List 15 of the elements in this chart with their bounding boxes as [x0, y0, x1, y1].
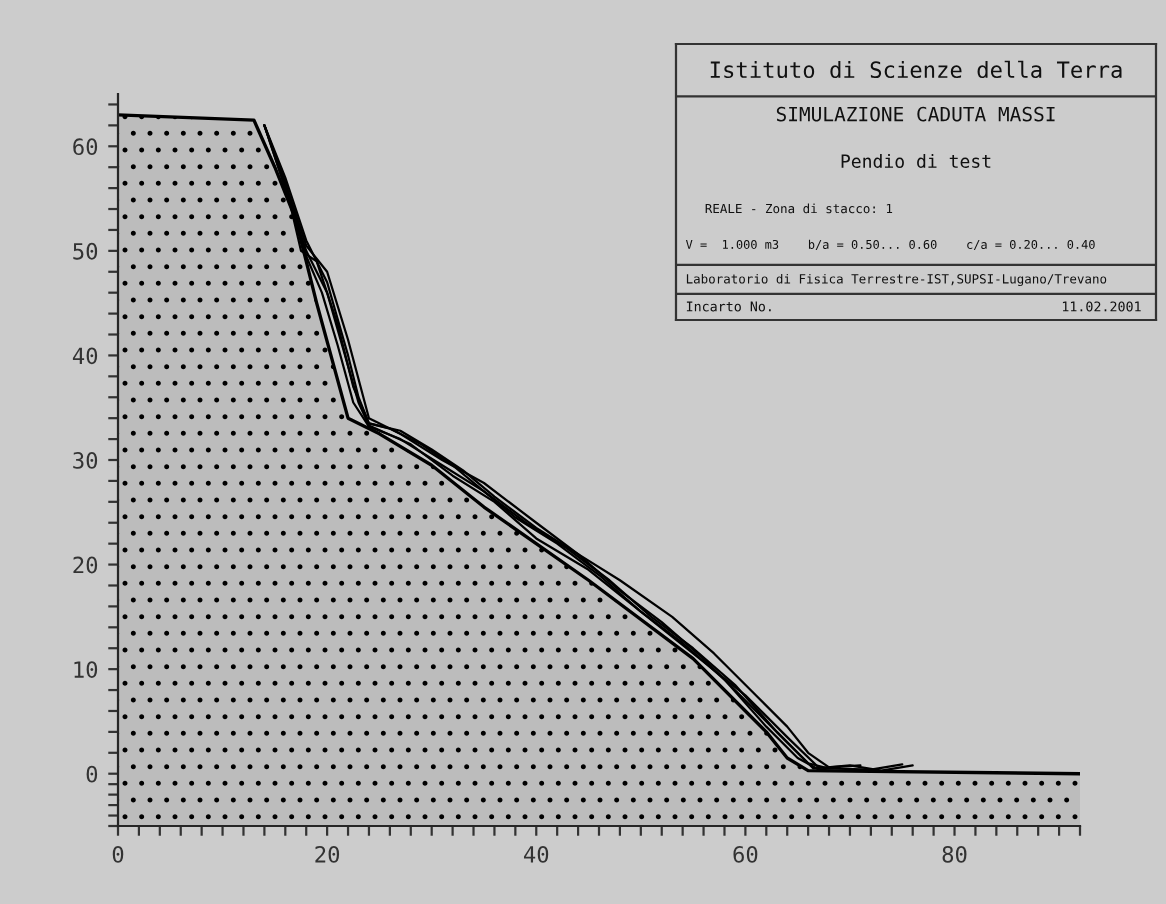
annotation: SIMULAZIONE CADUTA MASSI [776, 106, 1055, 122]
annotation: Pendio di test [841, 153, 991, 168]
y-tick-label: 10 [74, 661, 98, 678]
x-tick-label: 60 [733, 845, 758, 863]
y-tick-label: 30 [73, 452, 98, 469]
y-tick-label: 60 [73, 138, 98, 156]
text: Istituto di Scienze della Terra [710, 60, 1122, 79]
x-tick-label: 80 [942, 845, 967, 863]
x-tick-label: 20 [315, 845, 340, 863]
y-tick-label: 0 [86, 765, 98, 783]
x-tick-label: 0 [112, 845, 124, 863]
y-tick-label: 40 [72, 347, 98, 365]
x-tick-label: 40 [523, 845, 549, 863]
y-tick-label: 20 [73, 556, 98, 574]
y-tick-label: 50 [73, 242, 98, 260]
